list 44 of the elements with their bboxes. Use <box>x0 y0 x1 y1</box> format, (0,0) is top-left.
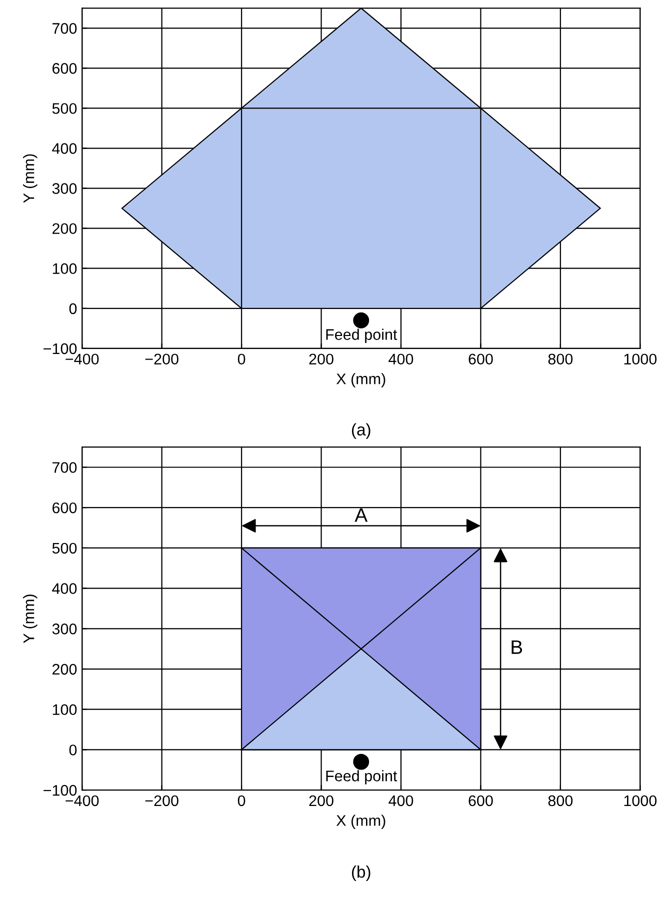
annotation: Feed point <box>326 328 398 343</box>
y-tick-label: 300 <box>52 624 77 634</box>
x-tick-label: −400 <box>66 795 99 806</box>
x-tick-label: 400 <box>388 354 414 365</box>
x-tick-label: 1000 <box>624 354 657 365</box>
x-tick-label: 200 <box>309 795 334 806</box>
x-tick-label: −200 <box>145 795 178 806</box>
y-tick-label: 200 <box>52 223 77 234</box>
x-tick-label: 0 <box>238 354 246 365</box>
y-tick-label: −100 <box>44 784 77 796</box>
annotation: A <box>354 508 368 522</box>
text: (b) <box>352 866 370 882</box>
x-tick-label: 1000 <box>624 795 657 806</box>
y-tick-label: 400 <box>52 143 77 154</box>
y-tick-label: 400 <box>52 583 77 594</box>
y-tick-label: 700 <box>52 462 77 473</box>
y-tick-label: 700 <box>52 23 77 34</box>
y-tick-label: 200 <box>52 664 77 675</box>
y-tick-label: 0 <box>69 303 77 314</box>
x-tick-label: 0 <box>238 795 246 806</box>
y-tick-label: 100 <box>52 704 77 716</box>
y-tick-label: 300 <box>52 183 77 194</box>
y-tick-label: 100 <box>52 263 77 274</box>
y-tick-label: 500 <box>52 103 77 114</box>
y-axis-title: Y (mm) <box>23 154 38 203</box>
x-tick-label: 800 <box>548 354 573 365</box>
annotation: Feed point <box>326 770 398 784</box>
annotation: B <box>512 640 522 654</box>
x-axis-title: X (mm) <box>336 814 386 829</box>
x-tick-label: 600 <box>468 795 493 806</box>
text: (a) <box>352 423 370 439</box>
x-tick-label: 400 <box>388 795 414 806</box>
y-axis-title: Y (mm) <box>23 594 38 644</box>
y-tick-label: −100 <box>44 343 77 354</box>
x-tick-label: 200 <box>309 354 334 365</box>
x-axis-title: X (mm) <box>336 373 386 388</box>
y-tick-label: 600 <box>52 63 77 74</box>
x-tick-label: 800 <box>548 795 573 806</box>
y-tick-label: 0 <box>69 744 77 756</box>
y-tick-label: 500 <box>52 542 77 554</box>
x-tick-label: −200 <box>145 354 178 365</box>
x-tick-label: 600 <box>468 354 493 365</box>
y-tick-label: 600 <box>52 502 77 514</box>
x-tick-label: −400 <box>66 354 99 365</box>
